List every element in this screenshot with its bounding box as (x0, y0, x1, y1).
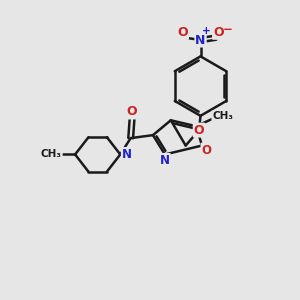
Text: N: N (160, 154, 170, 167)
Text: −: − (222, 23, 232, 36)
Text: N: N (195, 34, 206, 46)
Text: +: + (202, 26, 211, 35)
Text: N: N (122, 148, 132, 161)
Text: CH₃: CH₃ (41, 149, 62, 160)
Text: O: O (194, 124, 204, 136)
Text: O: O (213, 26, 224, 39)
Text: O: O (177, 26, 188, 39)
Text: O: O (127, 106, 137, 118)
Text: O: O (202, 143, 212, 157)
Text: CH₃: CH₃ (212, 111, 233, 122)
